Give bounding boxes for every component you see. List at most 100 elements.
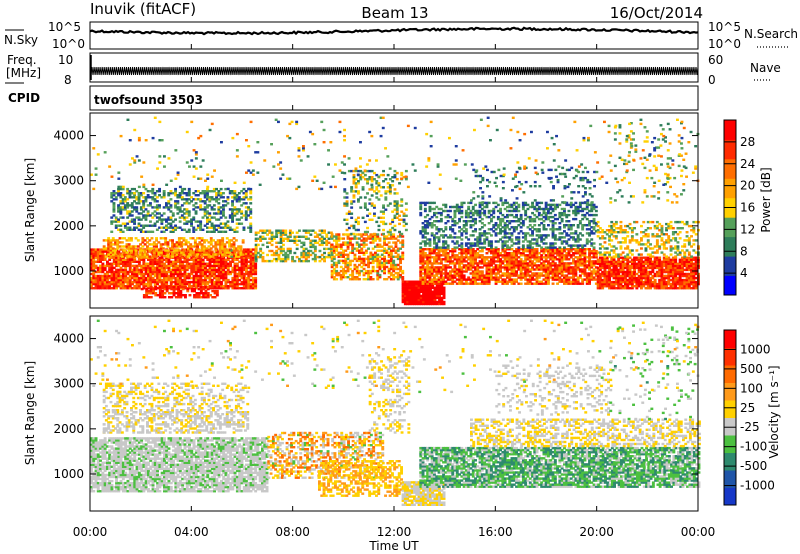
power-cell-band-8 <box>537 268 541 271</box>
power-cell-band-7 <box>433 292 437 296</box>
power-cell-band-8 <box>503 264 507 267</box>
power-cell-band-5 <box>376 257 380 261</box>
power-cell-band-5 <box>394 255 398 258</box>
power-cell-band-0 <box>224 262 228 265</box>
cpid-value: twofsound 3503 <box>94 93 203 107</box>
power-cell-band-1 <box>200 247 204 250</box>
power-cell-band-1 <box>139 251 142 254</box>
power-cell-band-0 <box>112 280 116 284</box>
power-cell-band-5 <box>371 265 375 269</box>
power-cell-band-0 <box>226 285 230 288</box>
power-cell-band-2 <box>133 187 136 191</box>
power-cell-band-0 <box>117 268 121 272</box>
power-cell-band-2 <box>201 208 205 211</box>
power-cell-band-7 <box>422 288 425 291</box>
power-cell-band-6 <box>386 190 390 193</box>
power-cell-band-4 <box>256 231 260 234</box>
power-cell-band-8 <box>421 260 425 263</box>
power-cell-band-5 <box>335 271 339 275</box>
power-cell-band-6 <box>393 192 397 195</box>
power-cell-band-1 <box>164 255 168 258</box>
power-cell-band-8 <box>567 266 571 269</box>
power-cell-band-8 <box>503 252 507 255</box>
power-cell-band-8 <box>567 264 571 267</box>
power-cell-band-9 <box>469 215 473 219</box>
power-cell-band-2 <box>151 198 155 201</box>
power-cell-band-5 <box>389 235 393 238</box>
power-cell-band-8 <box>464 282 468 285</box>
power-cell-band-2 <box>133 200 136 203</box>
power-cell-band-0 <box>254 285 258 288</box>
power-cell-band-2 <box>203 208 207 211</box>
power-cell-band-9 <box>476 244 480 247</box>
power-cell-band-3 <box>161 294 165 297</box>
power-cell-band-0 <box>131 272 134 276</box>
power-cell-band-8 <box>528 262 532 265</box>
power-cell-band-5 <box>344 249 348 252</box>
power-cell-band-4 <box>313 257 317 261</box>
power-cell-band-2 <box>162 226 166 229</box>
power-cell-band-2 <box>183 228 187 231</box>
power-cell-band-8 <box>560 268 564 271</box>
power-cell-band-0 <box>160 272 164 276</box>
power-cell-band-4 <box>275 259 279 263</box>
power-cell-band-0 <box>245 280 248 284</box>
power-cell-band-0 <box>190 285 194 288</box>
power-cell-band-5 <box>378 243 382 246</box>
power-cell-band-9 <box>499 238 502 241</box>
power-cell-band-0 <box>147 258 150 261</box>
power-cell-band-8 <box>560 250 564 253</box>
power-cell-band-8 <box>444 258 448 261</box>
power-cell-band-5 <box>342 255 345 258</box>
power-cell-band-8 <box>508 266 512 269</box>
power-cell-band-8 <box>553 276 557 279</box>
power-cell-band-1 <box>228 243 231 246</box>
power-cell-band-4 <box>288 229 292 232</box>
frequency-trace <box>89 66 699 76</box>
power-cell-band-6 <box>388 184 392 187</box>
power-cell-band-3 <box>199 296 203 299</box>
power-cell-band-0 <box>199 276 203 280</box>
power-cell-band-2 <box>160 214 164 217</box>
power-cell-band-4 <box>282 259 285 263</box>
power-cell-band-2 <box>226 202 230 205</box>
power-cell-band-0 <box>245 256 248 259</box>
power-cell-band-9 <box>423 236 427 239</box>
power-cell-band-1 <box>155 237 158 240</box>
power-cell-band-7 <box>424 300 428 304</box>
power-cell-band-8 <box>594 272 598 275</box>
power-cell-band-7 <box>410 282 414 285</box>
power-cell-band-0 <box>176 258 180 261</box>
power-cell-band-1 <box>155 245 158 248</box>
power-cell-band-0 <box>199 268 203 272</box>
power-cell-band-0 <box>94 270 98 274</box>
power-cell-band-9 <box>496 215 500 219</box>
power-cell-band-7 <box>415 280 419 283</box>
power-cell-band-9 <box>455 242 459 245</box>
power-cell-band-5 <box>339 255 343 258</box>
power-cell-band-2 <box>151 206 155 209</box>
power-cell-band-2 <box>219 230 223 233</box>
power-cell-band-0 <box>131 276 134 280</box>
power-cell-band-8 <box>464 256 468 259</box>
power-cell-band-0 <box>103 266 107 270</box>
power-cell-band-1 <box>111 251 115 254</box>
power-cell-band-2 <box>121 198 125 201</box>
power-cell-band-7 <box>417 284 421 287</box>
power-cell-band-8 <box>588 278 591 281</box>
power-cell-band-6 <box>398 204 401 207</box>
power-cell-band-7 <box>419 302 423 306</box>
power-cell-band-2 <box>139 200 143 203</box>
power-cell-band-8 <box>485 262 489 265</box>
power-cell-band-0 <box>119 270 123 274</box>
power-cell-band-2 <box>215 200 218 203</box>
power-cell-band-8 <box>576 280 580 283</box>
power-cell-band-5 <box>339 269 343 273</box>
power-cell-band-2 <box>247 198 250 201</box>
power-cell-band-0 <box>185 268 189 272</box>
power-cell-band-2 <box>226 226 230 229</box>
power-cell-band-2 <box>146 224 150 227</box>
power-cell-band-8 <box>501 282 505 285</box>
power-cell-band-8 <box>460 266 464 269</box>
power-cell-band-8 <box>485 256 489 259</box>
